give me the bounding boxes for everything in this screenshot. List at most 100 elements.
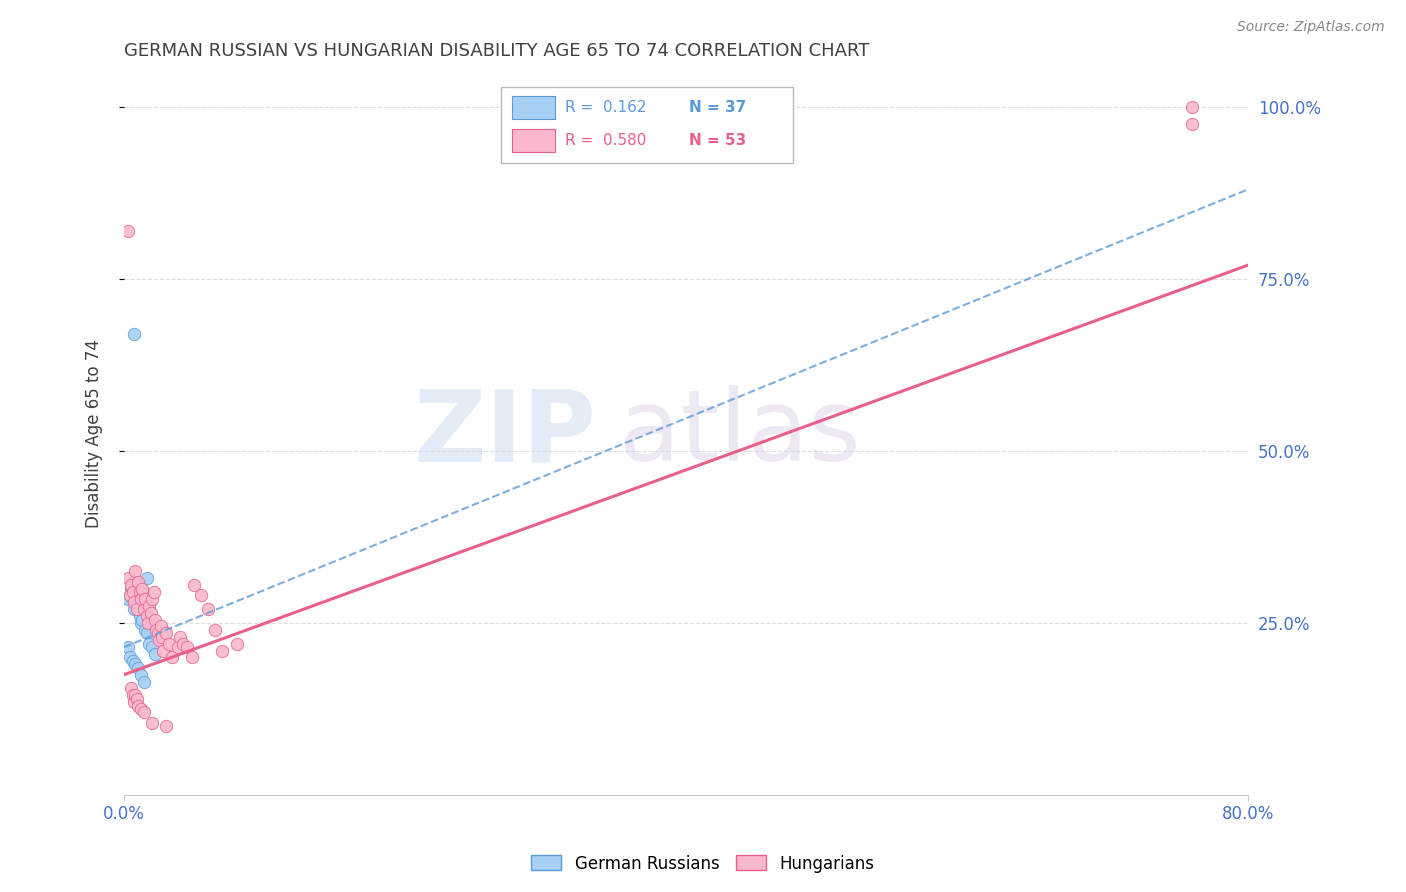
- Point: [121, 688, 143, 702]
- Point: [155, 719, 177, 733]
- Point: [118, 589, 141, 603]
- Point: [128, 585, 150, 599]
- Point: [143, 647, 166, 661]
- FancyBboxPatch shape: [501, 87, 793, 162]
- Point: [138, 599, 160, 613]
- Point: [132, 606, 155, 620]
- Point: [129, 667, 152, 681]
- Point: [135, 609, 157, 624]
- Point: [120, 681, 142, 696]
- Y-axis label: Disability Age 65 to 74: Disability Age 65 to 74: [86, 339, 103, 528]
- Point: [157, 637, 180, 651]
- Point: [146, 626, 169, 640]
- Point: [197, 602, 219, 616]
- Point: [136, 615, 159, 630]
- Point: [125, 602, 148, 616]
- Point: [124, 585, 146, 599]
- Point: [120, 582, 142, 596]
- Point: [127, 574, 149, 589]
- Point: [120, 578, 142, 592]
- Point: [129, 595, 152, 609]
- Point: [145, 623, 167, 637]
- Point: [122, 595, 145, 609]
- Point: [129, 591, 152, 606]
- Point: [132, 674, 155, 689]
- Point: [172, 637, 194, 651]
- Point: [135, 626, 157, 640]
- Point: [131, 585, 153, 599]
- Point: [118, 650, 141, 665]
- Point: [127, 698, 149, 713]
- Point: [142, 585, 165, 599]
- Text: ZIP: ZIP: [413, 385, 596, 483]
- Point: [131, 582, 153, 596]
- Point: [124, 565, 146, 579]
- Point: [190, 589, 212, 603]
- Point: [117, 591, 139, 606]
- Point: [155, 626, 177, 640]
- Point: [169, 630, 191, 644]
- Point: [125, 599, 148, 613]
- Point: [166, 640, 188, 654]
- Point: [204, 623, 226, 637]
- Point: [122, 591, 145, 606]
- Point: [141, 715, 163, 730]
- Text: R =  0.162: R = 0.162: [565, 100, 647, 115]
- Text: atlas: atlas: [619, 385, 860, 483]
- Point: [122, 326, 145, 341]
- Text: N = 37: N = 37: [689, 100, 747, 115]
- Point: [141, 591, 163, 606]
- Point: [131, 613, 153, 627]
- Point: [138, 599, 160, 613]
- Point: [149, 619, 172, 633]
- Point: [160, 650, 183, 665]
- Point: [176, 640, 198, 654]
- Point: [132, 706, 155, 720]
- Point: [121, 585, 143, 599]
- Point: [134, 591, 156, 606]
- Point: [122, 695, 145, 709]
- Point: [1181, 117, 1204, 131]
- Text: Source: ZipAtlas.com: Source: ZipAtlas.com: [1237, 20, 1385, 34]
- Point: [117, 571, 139, 585]
- Point: [120, 591, 142, 606]
- Text: R =  0.580: R = 0.580: [565, 133, 645, 148]
- Point: [128, 578, 150, 592]
- Point: [121, 654, 143, 668]
- Point: [129, 702, 152, 716]
- Point: [121, 585, 143, 599]
- Point: [121, 574, 143, 589]
- Point: [125, 595, 148, 609]
- Point: [124, 574, 146, 589]
- Point: [150, 630, 173, 644]
- Point: [141, 640, 163, 654]
- Point: [134, 623, 156, 637]
- Point: [124, 657, 146, 672]
- Text: N = 53: N = 53: [689, 133, 747, 148]
- Point: [127, 602, 149, 616]
- Point: [117, 224, 139, 238]
- Point: [134, 591, 156, 606]
- Point: [139, 606, 162, 620]
- Point: [180, 650, 202, 665]
- FancyBboxPatch shape: [512, 96, 554, 120]
- Point: [1181, 100, 1204, 114]
- Point: [211, 643, 233, 657]
- Point: [124, 688, 146, 702]
- Point: [138, 637, 160, 651]
- Point: [127, 661, 149, 675]
- Point: [143, 613, 166, 627]
- Point: [135, 571, 157, 585]
- Legend: German Russians, Hungarians: German Russians, Hungarians: [524, 848, 882, 880]
- Point: [183, 578, 205, 592]
- Point: [127, 589, 149, 603]
- Point: [152, 643, 174, 657]
- Point: [118, 589, 141, 603]
- Text: GERMAN RUSSIAN VS HUNGARIAN DISABILITY AGE 65 TO 74 CORRELATION CHART: GERMAN RUSSIAN VS HUNGARIAN DISABILITY A…: [124, 42, 869, 60]
- Point: [125, 691, 148, 706]
- Point: [132, 602, 155, 616]
- Point: [122, 602, 145, 616]
- Point: [129, 615, 152, 630]
- Point: [128, 609, 150, 624]
- Point: [148, 633, 170, 648]
